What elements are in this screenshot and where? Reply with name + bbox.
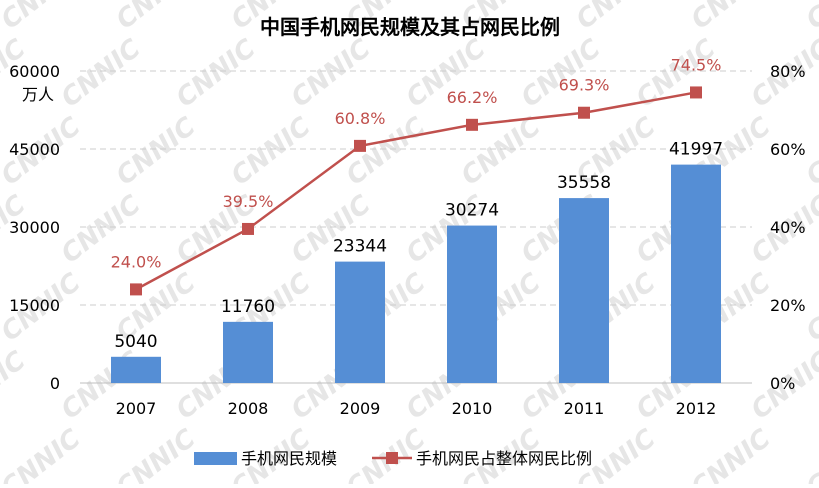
line-value-label: 24.0%	[111, 252, 162, 271]
left-tick-label: 15000	[9, 296, 60, 315]
legend-swatch-bar	[194, 452, 237, 465]
right-tick-label: 80%	[770, 62, 806, 81]
bar	[335, 261, 385, 383]
line-value-label: 60.8%	[335, 109, 386, 128]
watermark-text: CNNIC	[801, 0, 819, 36]
right-tick-label: 60%	[770, 140, 806, 159]
bar-value-label: 41997	[669, 140, 723, 160]
x-axis: 2007 2008 2009 2010 2011 2012	[116, 399, 717, 418]
watermark-text: CNNIC	[286, 190, 376, 270]
line-point	[354, 139, 366, 152]
chart-title: 中国手机网民规模及其占网民比例	[260, 15, 560, 39]
watermark-text: CNNIC	[111, 0, 201, 36]
bar-value-label: 35558	[557, 173, 611, 193]
bar	[559, 198, 609, 383]
watermark-text: CNNIC	[0, 346, 31, 426]
x-tick-label: 2008	[228, 399, 269, 418]
line-value-label: 69.3%	[559, 76, 610, 95]
left-tick-label: 0	[50, 374, 60, 393]
x-tick-label: 2012	[676, 399, 717, 418]
x-tick-label: 2010	[452, 399, 493, 418]
right-tick-label: 20%	[770, 296, 806, 315]
right-tick-label: 0%	[770, 374, 795, 393]
line-point	[242, 222, 254, 235]
series-line	[135, 91, 697, 291]
legend-marker	[386, 452, 398, 464]
left-axis: 0 15000 30000 45000 60000	[9, 62, 60, 393]
left-tick-label: 45000	[9, 140, 60, 159]
bar-value-label: 23344	[333, 237, 387, 257]
left-tick-label: 30000	[9, 218, 60, 237]
legend-label-bar: 手机网民规模	[241, 449, 337, 468]
watermark-text: CNNIC	[111, 112, 201, 192]
watermark-text: CNNIC	[0, 424, 86, 484]
right-axis: 0% 20% 40% 60% 80%	[770, 62, 806, 393]
bar	[223, 321, 273, 383]
x-tick-label: 2009	[340, 399, 381, 418]
x-tick-label: 2011	[564, 399, 605, 418]
bar-value-label: 30274	[445, 201, 499, 221]
line-value-label: 66.2%	[447, 88, 498, 107]
bar	[671, 164, 721, 383]
x-tick-label: 2007	[116, 399, 157, 418]
bars-layer: 5040 11760 23344 30274 35558 41997	[111, 140, 723, 383]
line-point	[578, 106, 590, 119]
watermark-text: CNNIC	[56, 34, 146, 114]
watermark-text: CNNIC	[686, 424, 776, 484]
bar	[447, 225, 497, 383]
bar	[111, 356, 161, 383]
watermark-text: CNNIC	[801, 424, 819, 484]
line-value-label: 39.5%	[223, 192, 274, 211]
left-axis-unit: 万人	[22, 85, 54, 104]
line-point	[130, 283, 142, 296]
watermark-text: CNNIC	[111, 424, 201, 484]
line-value-label: 74.5%	[671, 55, 722, 74]
line-point	[466, 118, 478, 131]
watermark-text: CNNIC	[571, 0, 661, 36]
watermark-text: CNNIC	[171, 34, 261, 114]
watermark-text: CNNIC	[686, 0, 776, 36]
right-tick-label: 40%	[770, 218, 806, 237]
left-tick-label: 60000	[9, 62, 60, 81]
grid-layer	[80, 70, 752, 384]
bar-value-label: 5040	[114, 332, 157, 352]
watermark-text: CNNIC	[226, 112, 316, 192]
legend-label-line: 手机网民占整体网民比例	[416, 449, 592, 468]
watermark-text: CNNIC	[286, 34, 376, 114]
bar-value-label: 11760	[221, 297, 275, 317]
watermark-text: CNNIC	[516, 34, 606, 114]
legend: 手机网民规模 手机网民占整体网民比例	[194, 449, 592, 468]
watermark-text: CNNIC	[0, 0, 86, 36]
line-layer: 24.0% 39.5% 60.8% 66.2% 69.3% 74.5%	[111, 55, 722, 296]
line-point	[690, 86, 702, 99]
